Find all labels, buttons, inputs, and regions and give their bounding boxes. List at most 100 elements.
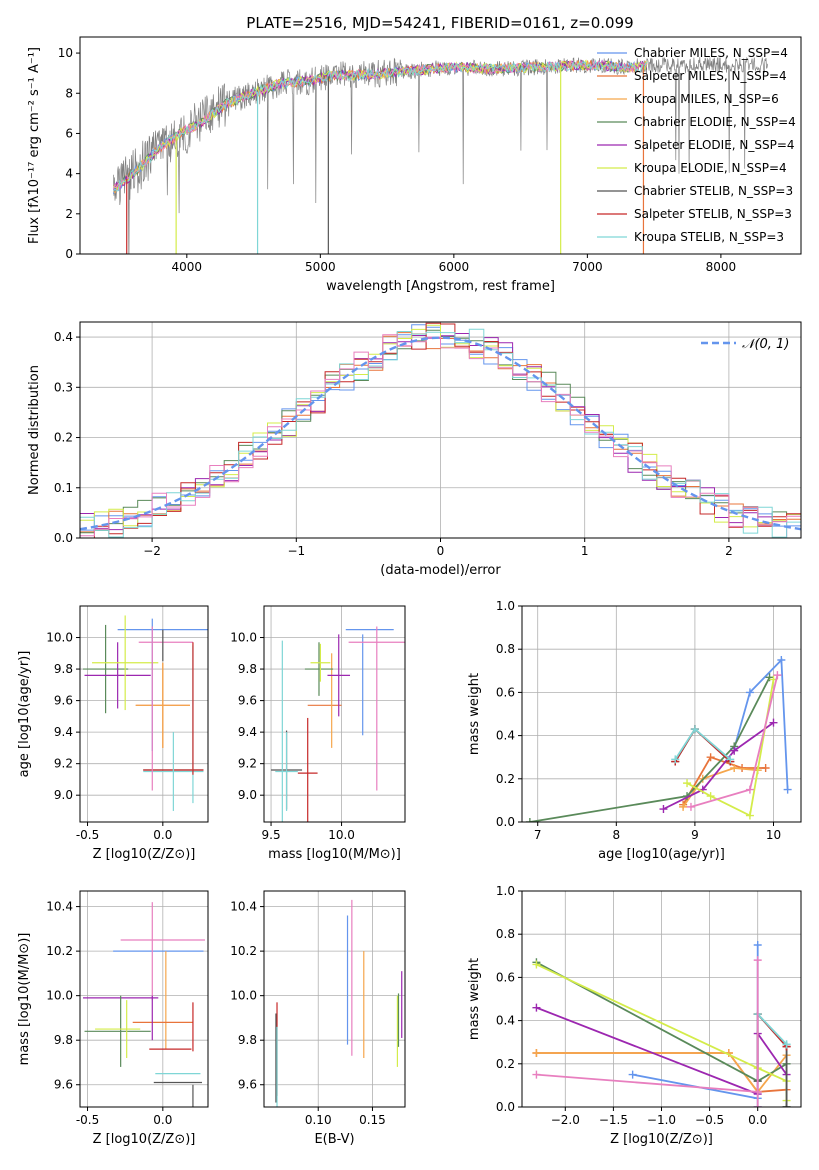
- legend: 𝒩(0, 1): [701, 337, 789, 352]
- y-tick-label: 0.2: [54, 431, 73, 445]
- weight-marker: [745, 811, 754, 820]
- y-tick-label: 10.4: [46, 900, 73, 914]
- y-tick-label: 0.2: [496, 1057, 515, 1071]
- x-tick-label: 5000: [305, 260, 336, 274]
- x-tick-label: 0.0: [153, 1113, 172, 1127]
- weight-marker: [777, 656, 786, 664]
- y-tick-label: 2: [65, 207, 73, 221]
- panel-age-vs-Z: -0.5 0.0 9.0 9.2 9.4 9.6 9.8 10.0 Z [log10(Z/Z⊙)…: [17, 605, 209, 862]
- y-tick-label: 9.6: [238, 694, 257, 708]
- y-tick-label: 10: [58, 46, 73, 60]
- weight-line: [757, 1013, 788, 1046]
- axes-frame: [79, 605, 209, 823]
- x-tick-label: −0.5: [695, 1113, 724, 1127]
- legend-entry: Kroupa MILES, N_SSP=6: [634, 92, 779, 106]
- y-tick-label: 9.2: [54, 757, 73, 771]
- plot-area: [112, 56, 768, 254]
- x-tick-label: 7000: [572, 260, 603, 274]
- weight-line: [682, 767, 758, 808]
- y-tick-label: 9.4: [238, 725, 257, 739]
- y-axis-label: mass weight: [467, 673, 482, 755]
- weight-marker: [773, 671, 782, 680]
- y-tick-label: 10.2: [46, 944, 73, 958]
- panel-mass-vs-EBV: 0.10 0.15 9.6 9.8 10.0 10.2 10.4 E(B-V): [230, 890, 406, 1147]
- x-tick-label: 4000: [172, 260, 203, 274]
- weight-marker: [671, 755, 680, 764]
- gaussian-reference: [80, 336, 801, 531]
- weight-marker: [730, 764, 739, 772]
- y-axis-label: Normed distribution: [27, 365, 42, 495]
- legend-entry: Salpeter ELODIE, N_SSP=4: [634, 138, 795, 152]
- weight-marker: [745, 688, 754, 697]
- x-tick-label: 0.15: [359, 1113, 386, 1127]
- x-tick-label: −2: [143, 544, 161, 558]
- weight-marker: [753, 1087, 762, 1096]
- x-tick-label: 9.5: [262, 828, 281, 842]
- y-tick-label: 10.4: [230, 900, 257, 914]
- x-axis-label: (data-model)/error: [380, 563, 501, 578]
- weight-marker: [782, 1040, 791, 1049]
- histogram-step: [80, 324, 801, 528]
- y-tick-label: 0.6: [496, 685, 515, 699]
- weight-marker: [753, 1103, 762, 1107]
- weight-line: [663, 721, 775, 810]
- legend: Chabrier MILES, N_SSP=4 Salpeter MILES, N…: [597, 46, 796, 244]
- y-tick-label: 1.0: [496, 599, 515, 613]
- y-tick-label: 0.0: [496, 815, 515, 829]
- weight-marker: [753, 941, 762, 949]
- y-tick-label: 0.0: [54, 531, 73, 545]
- y-tick-label: 6: [65, 126, 73, 140]
- y-tick-label: 0.0: [496, 1100, 515, 1114]
- legend-entry: Kroupa STELIB, N_SSP=3: [634, 230, 784, 244]
- weight-marker: [745, 785, 754, 794]
- y-axis-label: mass weight: [467, 958, 482, 1040]
- legend-entry: Kroupa ELODIE, N_SSP=4: [634, 161, 787, 175]
- y-tick-label: 0.4: [496, 1014, 515, 1028]
- weight-marker: [769, 718, 778, 727]
- weight-marker: [683, 779, 692, 788]
- x-tick-label: -0.5: [76, 828, 99, 842]
- x-axis-label: wavelength [Angstrom, rest frame]: [326, 279, 555, 294]
- weight-marker: [628, 1070, 637, 1079]
- axes-frame: [521, 605, 802, 823]
- weight-line: [682, 756, 766, 806]
- plot-area: [80, 322, 801, 538]
- x-tick-label: 2: [725, 544, 733, 558]
- plot-area: [532, 941, 791, 1107]
- x-tick-label: 6000: [439, 260, 470, 274]
- weight-marker: [782, 1103, 791, 1107]
- y-tick-label: 10.0: [46, 631, 73, 645]
- x-tick-label: 8: [612, 828, 620, 842]
- x-tick-label: 0.10: [305, 1113, 332, 1127]
- panel-mass-vs-Z: -0.5 0.0 9.6 9.8 10.0 10.2 10.4 Z [log10(Z/Z⊙)]…: [17, 890, 209, 1147]
- y-tick-label: 0: [65, 247, 73, 261]
- y-tick-label: 0.6: [496, 970, 515, 984]
- x-tick-label: 0: [437, 544, 445, 558]
- axes-frame: [79, 890, 209, 1108]
- y-axis-label: age [log10(age/yr)]: [17, 651, 32, 778]
- x-tick-label: -0.5: [76, 1113, 99, 1127]
- x-tick-label: 1: [581, 544, 589, 558]
- plot-area: [83, 615, 208, 811]
- weight-marker: [532, 1049, 541, 1057]
- y-tick-label: 10.0: [46, 989, 73, 1003]
- histogram-step: [80, 334, 801, 537]
- x-axis-label: age [log10(age/yr)]: [598, 847, 725, 862]
- x-axis-label: mass [log10(M/M⊙)]: [268, 847, 401, 862]
- y-tick-label: 9.2: [238, 757, 257, 771]
- panel-age-vs-mass: 9.5 10.0 9.0 9.2 9.4 9.6 9.8 10.0 mass [log10(M/…: [230, 605, 406, 862]
- weight-marker: [532, 1070, 541, 1079]
- weight-marker: [730, 746, 739, 755]
- x-tick-label: 10.0: [328, 828, 355, 842]
- plot-area: [275, 899, 403, 1107]
- weight-marker: [686, 802, 695, 811]
- y-tick-label: 4: [65, 167, 73, 181]
- x-axis-label: Z [log10(Z/Z⊙)]: [93, 847, 196, 862]
- y-axis-label: mass [log10(M/M⊙)]: [17, 933, 32, 1066]
- y-tick-label: 0.4: [54, 330, 73, 344]
- weight-marker: [659, 805, 668, 814]
- y-tick-label: 9.6: [238, 1078, 257, 1092]
- legend-entry: Chabrier ELODIE, N_SSP=4: [634, 115, 796, 129]
- y-tick-label: 10.0: [230, 989, 257, 1003]
